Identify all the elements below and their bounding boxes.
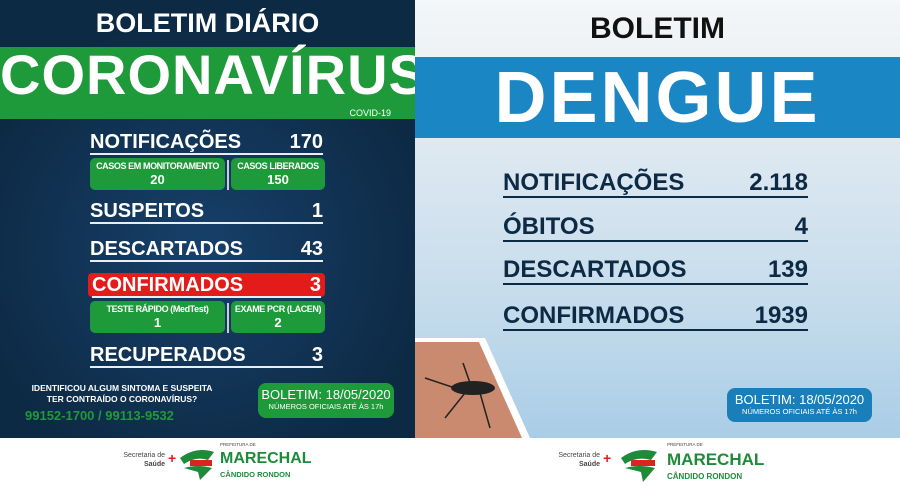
label: ÓBITOS [503, 213, 595, 240]
value: 3 [311, 344, 323, 366]
boletim-date: BOLETIM: 18/05/2020 [734, 392, 865, 407]
footer-logo-left: Secretaria de Saúde + PREFEITURA DE MAREC… [120, 442, 312, 482]
saude-text: Saúde [143, 461, 165, 468]
label: SUSPEITOS [90, 200, 205, 222]
divider [227, 160, 229, 190]
covid-recuperados-row: RECUPERADOS 3 [90, 344, 323, 368]
dengue-boletim-date-box: BOLETIM: 18/05/2020 NÚMEROS OFICIAIS ATÉ … [727, 388, 872, 422]
pcr-box: EXAME PCR (LACEN) 2 [231, 301, 325, 333]
dengue-notificacoes-row: NOTIFICAÇÕES 2.118 [503, 170, 808, 198]
mosquito-photo [415, 338, 530, 438]
label: DESCARTADOS [90, 238, 243, 260]
covid-subtitle: COVID-19 [349, 108, 391, 118]
secretaria-text: Secretaria de [558, 452, 600, 459]
covid-banner-band [0, 47, 415, 119]
boletim-date: BOLETIM: 18/05/2020 [261, 387, 391, 402]
dengue-banner-band [415, 57, 900, 138]
city-name-2: CÂNDIDO RONDON [667, 472, 743, 481]
label: CONFIRMADOS [92, 274, 244, 296]
cross-icon: + [168, 450, 177, 466]
flag-logo-icon [180, 450, 214, 480]
dengue-descartados-row: DESCARTADOS 139 [503, 257, 808, 285]
sintoma-text: IDENTIFICOU ALGUM SINTOMA E SUSPEITA TER… [4, 383, 240, 405]
label: CONFIRMADOS [503, 302, 685, 329]
covid-boletim-date-box: BOLETIM: 18/05/2020 NÚMEROS OFICIAIS ATÉ … [258, 383, 394, 418]
covid-notificacoes-row: NOTIFICAÇÕES 170 [90, 131, 323, 155]
covid-panel: BOLETIM DIÁRIO CORONAVÍRUS COVID-19 NOTI… [0, 0, 427, 438]
city-name: MARECHAL [220, 450, 312, 467]
value: 2.118 [749, 169, 808, 196]
covid-title: BOLETIM DIÁRIO [95, 8, 320, 38]
monitoramento-box: CASOS EM MONITORAMENTO 20 [90, 158, 225, 190]
flag-logo-icon [621, 450, 657, 482]
label: EXAME PCR (LACEN) [234, 304, 322, 314]
secretaria-text: Secretaria de [123, 452, 165, 459]
value: 4 [794, 213, 808, 240]
confirmados-highlight [88, 273, 325, 297]
sintoma-line: TER CONTRAÍDO O CORONAVÍRUS? [46, 394, 198, 404]
teste-rapido-box: TESTE RÁPIDO (MedTest) 1 [90, 301, 225, 333]
liberados-box: CASOS LIBERADOS 150 [231, 158, 325, 190]
value: 150 [267, 172, 289, 187]
dengue-title: BOLETIM [590, 12, 725, 45]
label: DESCARTADOS [503, 256, 687, 283]
dengue-obitos-row: ÓBITOS 4 [503, 214, 808, 242]
covid-banner: CORONAVÍRUS [0, 43, 427, 106]
prefeitura-text: PREFEITURA DE [667, 442, 703, 447]
value: 1939 [754, 302, 808, 329]
city-name-2: CÂNDIDO RONDON [220, 470, 291, 479]
label: CASOS LIBERADOS [237, 161, 319, 171]
label: RECUPERADOS [90, 344, 246, 366]
covid-confirmados-row: CONFIRMADOS 3 [92, 274, 321, 298]
label: NOTIFICAÇÕES [90, 131, 242, 153]
prefeitura-text: PREFEITURA DE [220, 442, 256, 447]
boletim-note: NÚMEROS OFICIAIS ATÉ ÀS 17h [742, 407, 857, 416]
value: 139 [767, 256, 808, 283]
value: 1 [153, 315, 162, 330]
covid-descartados-row: DESCARTADOS 43 [90, 238, 323, 262]
value: 20 [150, 172, 165, 187]
label: CASOS EM MONITORAMENTO [96, 161, 219, 171]
value: 2 [274, 315, 282, 330]
label: TESTE RÁPIDO (MedTest) [106, 304, 209, 314]
dengue-confirmados-row: CONFIRMADOS 1939 [503, 303, 808, 331]
city-name: MARECHAL [667, 450, 765, 469]
dengue-panel: BOLETIM DENGUE [415, 0, 900, 438]
phone-numbers: 99152-1700 / 99113-9532 [25, 408, 174, 423]
sintoma-line: IDENTIFICOU ALGUM SINTOMA E SUSPEITA [31, 383, 213, 393]
cross-icon: + [603, 450, 612, 466]
label: NOTIFICAÇÕES [503, 169, 685, 196]
value: 43 [300, 238, 323, 260]
covid-suspeitos-row: SUSPEITOS 1 [90, 200, 323, 224]
divider [227, 303, 229, 333]
dengue-banner: DENGUE [494, 58, 821, 138]
value: 1 [311, 200, 323, 222]
boletim-note: NÚMEROS OFICIAIS ATÉ ÀS 17h [268, 402, 384, 411]
footer-logo-right: Secretaria de Saúde + PREFEITURA DE MAREC… [555, 442, 764, 482]
saude-text: Saúde [578, 461, 600, 468]
value: 170 [289, 131, 323, 153]
value: 3 [309, 274, 321, 296]
